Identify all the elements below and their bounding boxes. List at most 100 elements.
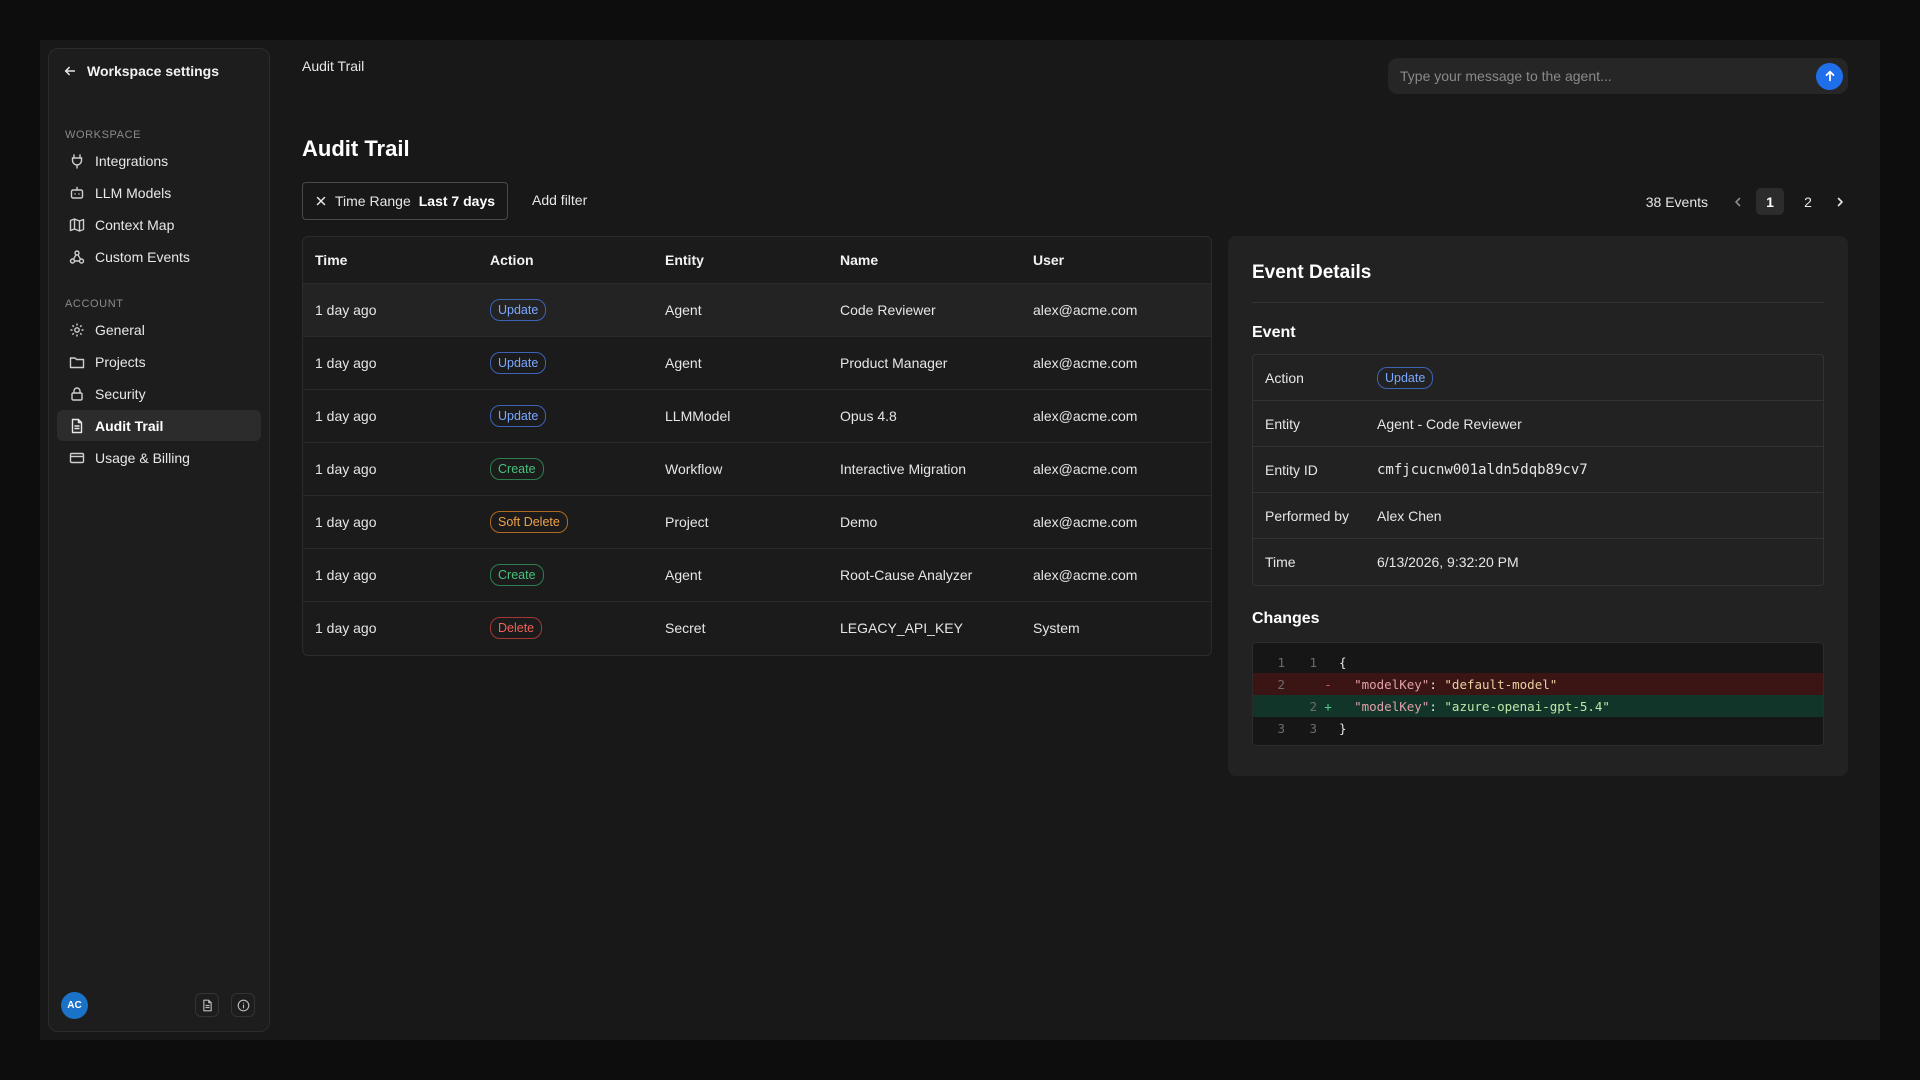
time-range-filter-chip[interactable]: Time Range Last 7 days — [302, 182, 509, 220]
cell-name: LEGACY_API_KEY — [840, 619, 963, 636]
field-value: Alex Chen — [1377, 507, 1442, 524]
diff-code: } — [1339, 720, 1347, 736]
field-performed-by: Performed by Alex Chen — [1253, 493, 1823, 539]
page-2-button[interactable]: 2 — [1804, 193, 1812, 210]
cell-user: alex@acme.com — [1033, 301, 1138, 318]
agent-chat-box — [1388, 58, 1848, 94]
breadcrumb: Audit Trail — [302, 58, 365, 74]
cell-entity: Agent — [665, 301, 702, 318]
diff-code: "modelKey": "azure-openai-gpt-5.4" — [1354, 698, 1610, 714]
sidebar-item-label: Usage & Billing — [95, 449, 190, 466]
table-header-row: Time Action Entity Name User — [303, 237, 1211, 284]
diff-key: "modelKey" — [1354, 698, 1430, 714]
add-filter-button[interactable]: Add filter — [532, 192, 588, 208]
pagination: 38 Events 1 2 — [1646, 188, 1848, 215]
field-value: 6/13/2026, 9:32:20 PM — [1377, 554, 1519, 570]
sidebar-item-label: Context Map — [95, 216, 175, 233]
field-time: Time 6/13/2026, 9:32:20 PM — [1253, 539, 1823, 585]
agent-message-input[interactable] — [1388, 58, 1816, 94]
sidebar-item-integrations[interactable]: Integrations — [57, 145, 261, 176]
sidebar-item-label: Audit Trail — [95, 417, 164, 434]
field-entity: Entity Agent - Code Reviewer — [1253, 401, 1823, 447]
cell-user: alex@acme.com — [1033, 460, 1138, 477]
new-line-number: 1 — [1309, 654, 1317, 670]
column-header-name[interactable]: Name — [828, 237, 1021, 284]
credit-card-icon — [69, 452, 85, 463]
table-row[interactable]: 1 day ago Create Agent Root-Cause Analyz… — [303, 548, 1211, 601]
sidebar-item-llm-models[interactable]: LLM Models — [57, 177, 261, 208]
event-details-panel: Event Details Event Action Update Entity… — [1228, 236, 1848, 776]
next-page-button[interactable] — [1832, 194, 1848, 210]
docs-button[interactable] — [195, 993, 219, 1017]
filter-name: Time Range — [335, 193, 411, 209]
avatar[interactable]: AC — [61, 992, 88, 1019]
cell-user: alex@acme.com — [1033, 354, 1138, 371]
page-1-button[interactable]: 1 — [1756, 188, 1784, 215]
field-value: cmfjcucnw001aldn5dqb89cv7 — [1377, 461, 1588, 478]
document-icon — [71, 418, 83, 433]
sidebar-item-projects[interactable]: Projects — [57, 346, 261, 377]
cell-name: Interactive Migration — [840, 460, 967, 477]
sidebar-item-context-map[interactable]: Context Map — [57, 209, 261, 240]
table-row[interactable]: 1 day ago Create Workflow Interactive Mi… — [303, 442, 1211, 495]
document-icon — [202, 999, 212, 1011]
lock-icon — [71, 386, 83, 401]
column-header-action[interactable]: Action — [478, 237, 653, 284]
cell-name: Product Manager — [840, 354, 948, 371]
table-row[interactable]: 1 day ago Delete Secret LEGACY_API_KEY S… — [303, 601, 1211, 654]
diff-line-added: 2 + "modelKey": "azure-openai-gpt-5.4" — [1253, 695, 1823, 717]
action-badge: Create — [490, 563, 544, 586]
sidebar-item-usage-billing[interactable]: Usage & Billing — [57, 442, 261, 473]
cell-time: 1 day ago — [315, 566, 377, 583]
cell-entity: Secret — [665, 619, 706, 636]
cell-action: Create — [478, 548, 653, 601]
action-badge: Update — [490, 351, 547, 374]
cell-time: 1 day ago — [315, 619, 377, 636]
cell-user: alex@acme.com — [1033, 566, 1138, 583]
table-row[interactable]: 1 day ago Soft Delete Project Demo alex@… — [303, 495, 1211, 548]
cell-user: alex@acme.com — [1033, 407, 1138, 424]
cell-entity: Agent — [665, 354, 702, 371]
app-window: Workspace settings WORKSPACE Integration… — [40, 40, 1880, 1040]
folder-icon — [69, 356, 85, 368]
sidebar-item-general[interactable]: General — [57, 314, 261, 345]
sidebar-item-custom-events[interactable]: Custom Events — [57, 241, 261, 272]
table-row[interactable]: 1 day ago Update Agent Product Manager a… — [303, 336, 1211, 389]
sidebar: Workspace settings WORKSPACE Integration… — [48, 48, 270, 1032]
arrow-left-icon — [64, 66, 76, 76]
cell-action: Soft Delete — [478, 495, 653, 548]
old-line-number: 3 — [1277, 720, 1285, 736]
cell-name: Code Reviewer — [840, 301, 936, 318]
field-label: Entity — [1265, 415, 1301, 432]
close-icon[interactable] — [315, 195, 327, 207]
sidebar-item-label: Projects — [95, 353, 146, 370]
changes-diff: 1 1 { 2 - "modelKey": "default-model" 2 … — [1252, 642, 1824, 746]
sidebar-item-label: General — [95, 321, 145, 338]
send-button[interactable] — [1816, 62, 1843, 90]
column-header-user[interactable]: User — [1021, 237, 1211, 284]
field-label: Time — [1265, 554, 1296, 570]
action-badge: Delete — [490, 616, 543, 639]
cell-time: 1 day ago — [315, 354, 377, 371]
sidebar-item-security[interactable]: Security — [57, 378, 261, 409]
previous-page-button[interactable] — [1730, 194, 1746, 210]
cell-entity: Project — [665, 513, 709, 530]
table-row[interactable]: 1 day ago Update Agent Code Reviewer ale… — [303, 283, 1211, 336]
cell-action: Create — [478, 442, 653, 495]
cell-name: Demo — [840, 513, 878, 530]
action-badge: Create — [490, 457, 544, 480]
column-header-time[interactable]: Time — [303, 237, 478, 284]
column-header-entity[interactable]: Entity — [653, 237, 828, 284]
new-line-number: 3 — [1309, 720, 1317, 736]
old-line-number: 2 — [1277, 676, 1285, 692]
table-row[interactable]: 1 day ago Update LLMModel Opus 4.8 alex@… — [303, 389, 1211, 442]
section-title-workspace: WORKSPACE — [65, 129, 142, 141]
diff-sign: - — [1324, 676, 1332, 692]
info-icon — [237, 999, 249, 1011]
audit-table: Time Action Entity Name User 1 day ago U… — [302, 236, 1212, 656]
sidebar-item-audit-trail[interactable]: Audit Trail — [57, 410, 261, 441]
filter-value: Last 7 days — [418, 193, 496, 209]
back-to-workspace-settings[interactable]: Workspace settings — [63, 63, 219, 79]
info-button[interactable] — [231, 993, 255, 1017]
back-label: Workspace settings — [87, 63, 220, 79]
